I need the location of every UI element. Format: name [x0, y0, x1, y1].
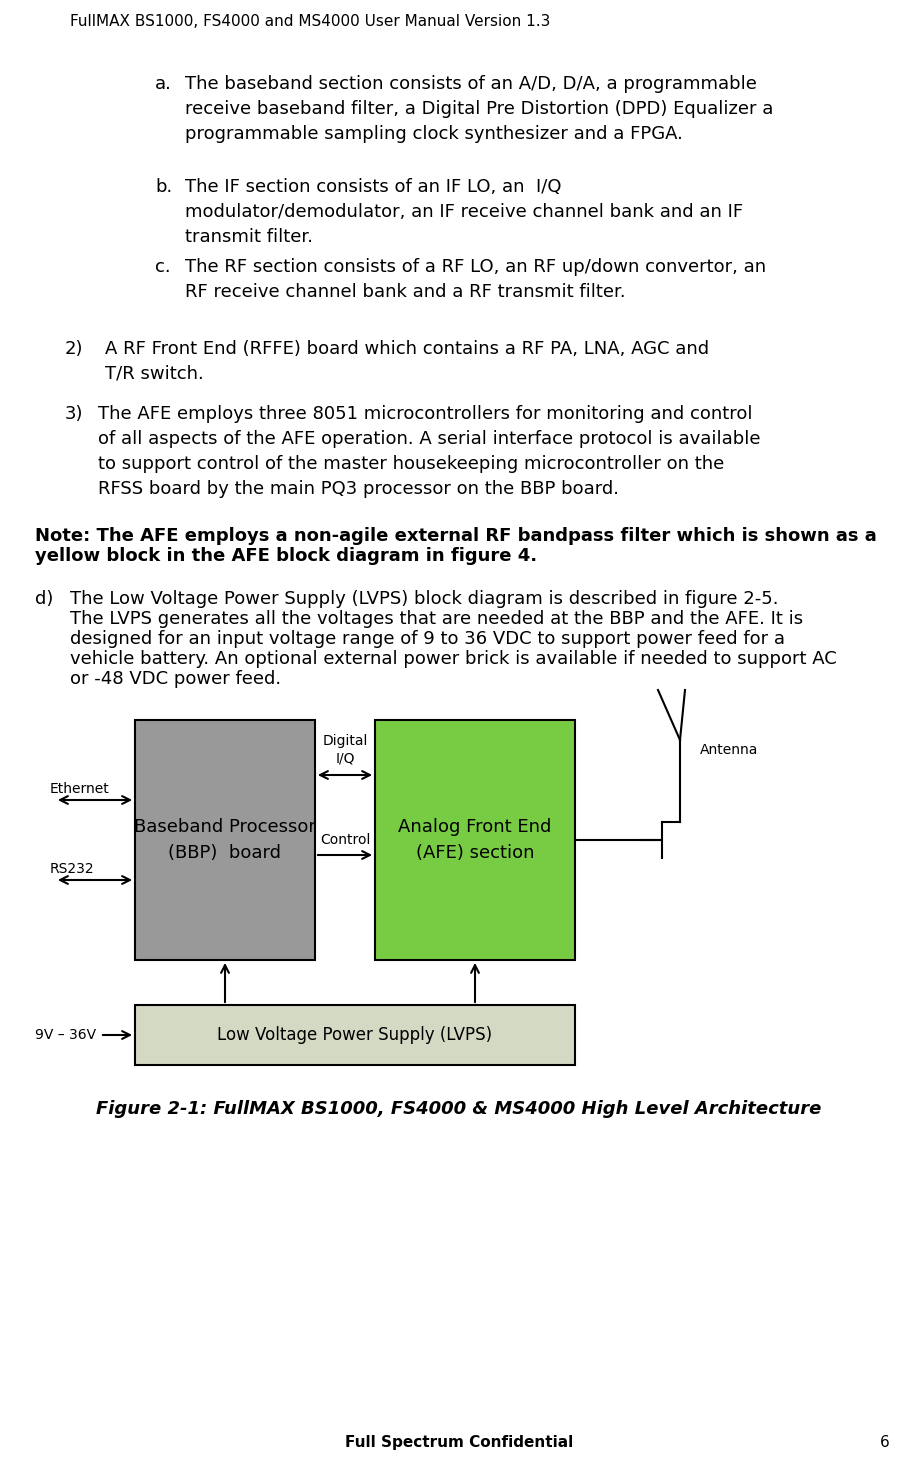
- Text: The LVPS generates all the voltages that are needed at the BBP and the AFE. It i: The LVPS generates all the voltages that…: [70, 610, 803, 628]
- Text: or -48 VDC power feed.: or -48 VDC power feed.: [70, 671, 281, 688]
- Text: A RF Front End (RFFE) board which contains a RF PA, LNA, AGC and
T/R switch.: A RF Front End (RFFE) board which contai…: [105, 340, 709, 384]
- Text: designed for an input voltage range of 9 to 36 VDC to support power feed for a: designed for an input voltage range of 9…: [70, 630, 785, 649]
- Text: The Low Voltage Power Supply (LVPS) block diagram is described in figure 2-5.: The Low Voltage Power Supply (LVPS) bloc…: [70, 590, 778, 608]
- Text: a.: a.: [155, 75, 172, 94]
- Text: The AFE employs three 8051 microcontrollers for monitoring and control
of all as: The AFE employs three 8051 microcontroll…: [98, 406, 761, 498]
- Text: Digital
I/Q: Digital I/Q: [323, 733, 368, 766]
- Text: Antenna: Antenna: [700, 744, 758, 757]
- Text: Ethernet: Ethernet: [50, 782, 109, 796]
- Text: Baseband Processor
(BBP)  board: Baseband Processor (BBP) board: [134, 818, 316, 861]
- Bar: [135, 720, 315, 960]
- Text: The baseband section consists of an A/D, D/A, a programmable
receive baseband fi: The baseband section consists of an A/D,…: [185, 75, 774, 143]
- Text: d): d): [35, 590, 53, 608]
- Text: b.: b.: [155, 179, 172, 196]
- Text: 3): 3): [65, 406, 84, 423]
- Text: Figure 2-1: FullMAX BS1000, FS4000 & MS4000 High Level Architecture: Figure 2-1: FullMAX BS1000, FS4000 & MS4…: [96, 1099, 822, 1118]
- Text: yellow block in the AFE block diagram in figure 4.: yellow block in the AFE block diagram in…: [35, 548, 537, 565]
- Text: The IF section consists of an IF LO, an  I/Q
modulator/demodulator, an IF receiv: The IF section consists of an IF LO, an …: [185, 179, 743, 246]
- Text: 9V – 36V: 9V – 36V: [35, 1028, 96, 1042]
- Text: RS232: RS232: [50, 862, 95, 875]
- Text: 6: 6: [880, 1435, 890, 1449]
- Bar: [135, 1004, 575, 1064]
- Text: Control: Control: [320, 833, 370, 848]
- Text: Full Spectrum Confidential: Full Spectrum Confidential: [345, 1435, 573, 1449]
- Text: The RF section consists of a RF LO, an RF up/down convertor, an
RF receive chann: The RF section consists of a RF LO, an R…: [185, 258, 766, 302]
- Text: vehicle battery. An optional external power brick is available if needed to supp: vehicle battery. An optional external po…: [70, 650, 837, 668]
- Text: Note: The AFE employs a non-agile external RF bandpass filter which is shown as : Note: The AFE employs a non-agile extern…: [35, 527, 877, 545]
- Text: 2): 2): [65, 340, 84, 359]
- Text: FullMAX BS1000, FS4000 and MS4000 User Manual Version 1.3: FullMAX BS1000, FS4000 and MS4000 User M…: [70, 15, 550, 29]
- Text: c.: c.: [155, 258, 171, 277]
- Bar: [375, 720, 575, 960]
- Text: Low Voltage Power Supply (LVPS): Low Voltage Power Supply (LVPS): [218, 1026, 493, 1044]
- Text: Analog Front End
(AFE) section: Analog Front End (AFE) section: [398, 818, 551, 861]
